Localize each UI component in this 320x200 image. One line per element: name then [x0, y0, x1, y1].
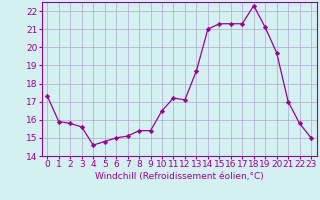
X-axis label: Windchill (Refroidissement éolien,°C): Windchill (Refroidissement éolien,°C) — [95, 172, 264, 181]
